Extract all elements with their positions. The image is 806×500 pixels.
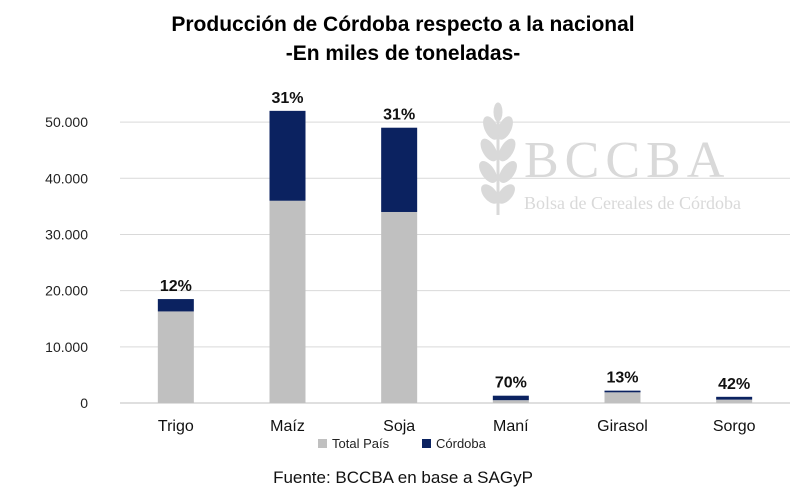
wheat-icon — [479, 102, 517, 215]
watermark-logo-text: BCCBA — [524, 132, 730, 189]
y-axis: 0 10.000 20.000 30.000 40.000 50.000 — [45, 114, 88, 411]
chart-title: Producción de Córdoba respecto a la naci… — [171, 13, 635, 36]
bar-cordoba — [492, 395, 529, 401]
y-tick-label: 40.000 — [45, 170, 88, 186]
pct-label: 70% — [495, 375, 527, 392]
bccba-watermark: BCCBA Bolsa de Cereales de Córdoba — [479, 102, 741, 215]
bar-total-pais — [492, 400, 529, 403]
gridlines — [120, 121, 790, 348]
pct-label: 13% — [606, 370, 638, 387]
y-tick-label: 50.000 — [45, 114, 88, 130]
x-tick-label: Maíz — [270, 418, 305, 435]
pct-label: 42% — [718, 376, 750, 393]
pct-label: 12% — [160, 278, 192, 295]
x-tick-label: Sorgo — [713, 418, 756, 435]
chart-subtitle: -En miles de toneladas- — [285, 42, 521, 65]
x-tick-label: Girasol — [597, 418, 648, 435]
x-tick-label: Trigo — [158, 418, 194, 435]
x-tick-label: Soja — [383, 418, 415, 435]
bar-total-pais — [716, 399, 753, 403]
watermark-logo-subtext: Bolsa de Cereales de Córdoba — [524, 193, 741, 213]
data-labels: 12% 31% 31% 70% 13% 42% — [160, 90, 750, 393]
bar-total-pais — [381, 211, 418, 403]
y-tick-label: 30.000 — [45, 226, 88, 242]
legend-label-total-pais: Total País — [332, 436, 390, 451]
bar-cordoba — [604, 390, 641, 393]
pct-label: 31% — [383, 107, 415, 124]
x-axis: Trigo Maíz Soja Maní Girasol Sorgo — [120, 402, 790, 435]
bar-cordoba — [157, 299, 194, 312]
pct-label: 31% — [271, 90, 303, 107]
x-tick-label: Maní — [493, 418, 529, 435]
bar-total-pais — [269, 200, 306, 403]
y-tick-label: 10.000 — [45, 339, 88, 355]
legend: Total País Córdoba — [318, 436, 487, 451]
y-tick-label: 0 — [80, 395, 88, 411]
y-tick-label: 20.000 — [45, 283, 88, 299]
legend-swatch-cordoba — [422, 439, 431, 448]
legend-swatch-total-pais — [318, 439, 327, 448]
bars — [157, 110, 753, 403]
bar-cordoba — [381, 127, 418, 212]
bar-cordoba — [269, 110, 306, 201]
bar-total-pais — [157, 311, 194, 403]
source-note: Fuente: BCCBA en base a SAGyP — [273, 468, 533, 487]
bar-cordoba — [716, 396, 753, 400]
legend-label-cordoba: Córdoba — [436, 436, 487, 451]
bar-total-pais — [604, 392, 641, 403]
